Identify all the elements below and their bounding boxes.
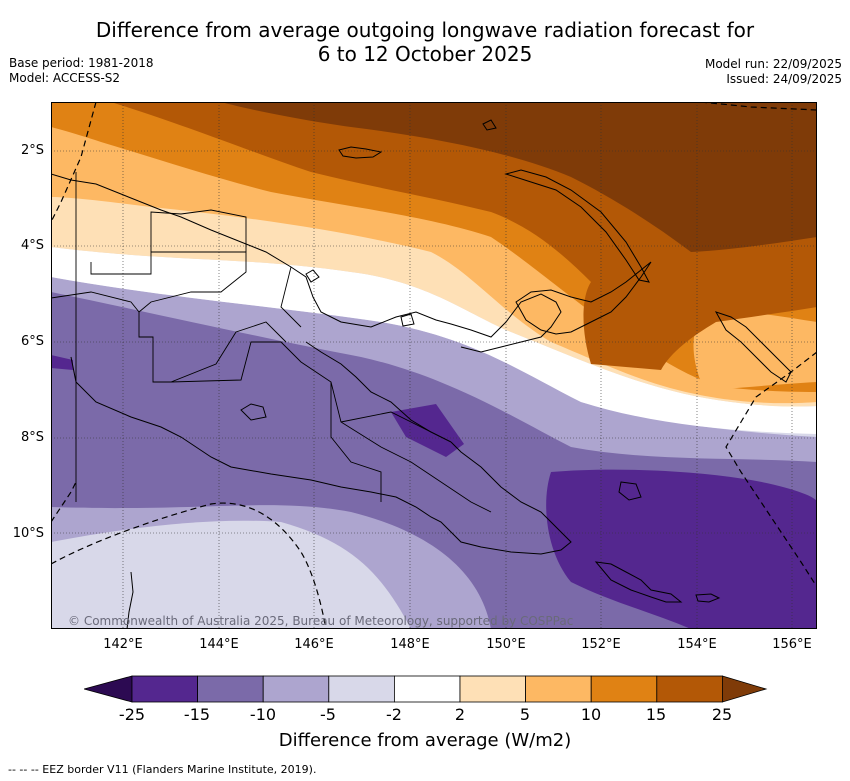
colorbar-tick: 2	[454, 705, 466, 724]
lat-label-10s: 10°S	[12, 526, 44, 541]
province-border-5	[330, 382, 432, 502]
base-period: Base period: 1981-2018	[9, 56, 154, 70]
lat-label-8s: 8°S	[20, 430, 44, 445]
eez-east	[725, 351, 817, 588]
eez-west-edge	[51, 481, 77, 523]
map-title: Difference from average outgoing longwav…	[0, 18, 850, 66]
band-pos-25	[221, 102, 817, 252]
lon-label-150e: 150°E	[486, 637, 526, 652]
lat-label-2s: 2°S	[20, 143, 44, 158]
colorbar-tick: 10	[580, 705, 602, 724]
colorbar-swatch-8	[590, 675, 658, 703]
colorbar-tick: -10	[249, 705, 277, 724]
eez-north-east	[700, 102, 817, 111]
meta-left: Base period: 1981-2018 Model: ACCESS-S2	[9, 56, 154, 86]
title-line-2: 6 to 12 October 2025	[317, 42, 533, 66]
lat-label-4s: 4°S	[20, 238, 44, 253]
colorbar-extend-high	[722, 675, 768, 703]
colorbar-tick: 15	[645, 705, 667, 724]
new-guinea-north-coast	[51, 173, 562, 353]
lon-label-144e: 144°E	[199, 637, 239, 652]
eez-legend: -- -- -- EEZ border V11 (Flanders Marine…	[8, 763, 317, 776]
map-frame	[51, 102, 817, 629]
province-border-4	[170, 266, 302, 383]
rossel-islands	[695, 593, 721, 603]
new-ireland	[504, 169, 650, 283]
province-border-2	[150, 209, 247, 252]
colorbar-swatch-1	[131, 675, 198, 703]
map-canvas	[51, 102, 817, 629]
lat-label-6s: 6°S	[20, 334, 44, 349]
lon-label-156e: 156°E	[772, 637, 812, 652]
lon-label-148e: 148°E	[390, 637, 430, 652]
colorbar-swatch-5	[393, 675, 461, 703]
colorbar-tick: -2	[386, 705, 402, 724]
province-border-3	[51, 291, 140, 313]
band-neg-25-west	[51, 355, 73, 370]
model-name: Model: ACCESS-S2	[9, 71, 121, 85]
borders	[51, 172, 492, 513]
colorbar-swatch-6	[459, 675, 526, 703]
lon-label-142e: 142°E	[103, 637, 143, 652]
colorbar-extend-low	[84, 675, 133, 703]
meta-right: Model run: 22/09/2025 Issued: 24/09/2025	[705, 57, 842, 87]
manus-islands	[338, 146, 383, 159]
coastlines	[51, 119, 792, 629]
band-neg-10-low	[51, 520, 411, 629]
issued-date: Issued: 24/09/2025	[726, 72, 842, 86]
title-line-1: Difference from average outgoing longwav…	[95, 18, 755, 42]
new-britain	[515, 261, 652, 335]
south-islands	[618, 481, 642, 501]
colorbar-tick: 5	[519, 705, 531, 724]
eez-borders	[51, 102, 817, 629]
colorbar-tick: 25	[711, 705, 733, 724]
anomaly-map	[51, 102, 817, 629]
colorbar-swatch-4	[328, 675, 395, 703]
torres-islands	[126, 571, 134, 629]
fergusson-islands	[594, 561, 683, 603]
eez-south-west	[51, 502, 327, 629]
band-neutral	[51, 247, 817, 434]
lon-label-154e: 154°E	[677, 637, 717, 652]
copyright-notice: © Commonwealth of Australia 2025, Bureau…	[68, 614, 574, 628]
colorbar-swatch-7	[525, 675, 592, 703]
colorbar-tick: -15	[183, 705, 211, 724]
colorbar-label: Difference from average (W/m2)	[278, 730, 572, 751]
colorbar-swatch-2	[197, 675, 264, 703]
new-guinea-south-coast	[70, 356, 572, 555]
band-neg-25-coral	[546, 469, 817, 629]
model-run: Model run: 22/09/2025	[704, 57, 842, 71]
lon-label-146e: 146°E	[294, 637, 334, 652]
lon-label-152e: 152°E	[581, 637, 621, 652]
graticule	[51, 102, 817, 629]
bougainville	[714, 311, 792, 383]
colorbar-tick: -5	[320, 705, 336, 724]
eez-north-west	[51, 102, 97, 223]
band-pos-10-island	[693, 312, 817, 389]
colorbar-tick: -25	[118, 705, 146, 724]
colorbar-swatch-3	[262, 675, 330, 703]
colorbar-swatch-9	[656, 675, 723, 703]
papuan-peninsula-tail	[305, 341, 452, 443]
colorbar	[84, 675, 768, 703]
small-islands	[240, 119, 497, 421]
